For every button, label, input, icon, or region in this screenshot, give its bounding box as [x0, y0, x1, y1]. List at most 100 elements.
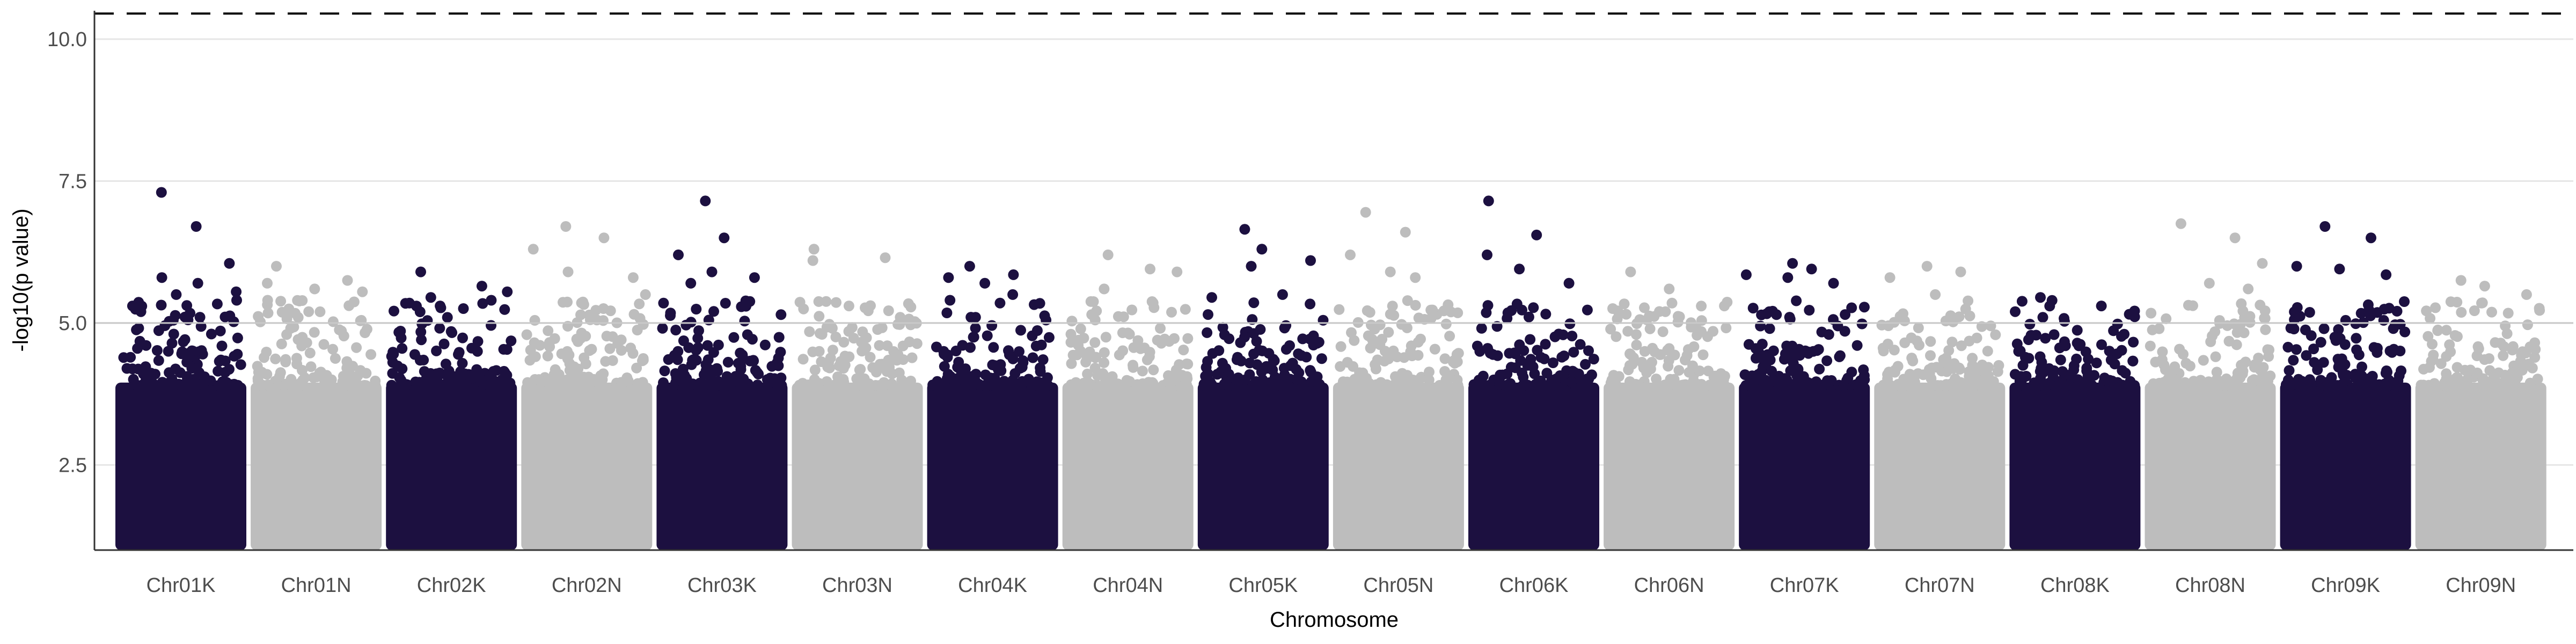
snp-peak-point	[1008, 269, 1019, 280]
snp-point	[1318, 314, 1329, 326]
snp-point	[1114, 349, 1125, 361]
snp-point	[1221, 379, 1232, 390]
x-tick-label: Chr02N	[552, 574, 622, 597]
snp-point	[1202, 327, 1213, 338]
snp-point	[467, 372, 478, 384]
snp-point	[1406, 340, 1417, 352]
snp-peak-point	[880, 252, 891, 264]
snp-point	[221, 377, 232, 388]
snp-peak-point	[700, 195, 711, 207]
snp-point	[1943, 345, 1955, 356]
snp-point	[865, 352, 876, 363]
snp-point	[2426, 380, 2438, 391]
snp-point	[1468, 379, 1480, 390]
snp-point	[2184, 361, 2196, 372]
chromosome-band	[1333, 382, 1464, 550]
snp-point	[1364, 307, 1375, 318]
snp-point	[564, 365, 575, 376]
snp-point	[2500, 320, 2511, 332]
snp-point	[2259, 313, 2271, 324]
snp-point	[1137, 365, 1148, 377]
chromosome-points	[1065, 249, 1194, 391]
snp-point	[702, 340, 713, 351]
snp-point	[1080, 356, 1092, 368]
snp-point	[691, 345, 702, 356]
snp-point	[1066, 358, 1077, 369]
snp-point	[1410, 299, 1421, 311]
snp-point	[578, 299, 589, 310]
snp-peak-point	[1921, 261, 1933, 272]
snp-point	[1439, 353, 1451, 364]
snp-point	[1956, 340, 1967, 352]
snp-point	[2441, 325, 2452, 336]
snp-point	[1088, 296, 1099, 307]
snp-point	[1553, 328, 1564, 340]
snp-peak-point	[476, 281, 487, 292]
snp-point	[416, 334, 427, 346]
snp-peak-point	[1239, 224, 1250, 235]
snp-point	[506, 335, 517, 347]
snp-point	[1528, 302, 1539, 313]
snp-point	[1751, 353, 1761, 364]
snp-peak-point	[2096, 301, 2107, 312]
snp-point	[1878, 346, 1889, 356]
snp-point	[970, 323, 981, 334]
snp-point	[529, 314, 540, 326]
snp-point	[2145, 340, 2156, 352]
snp-point	[327, 316, 339, 327]
snp-point	[1255, 324, 1266, 335]
snp-point	[1452, 375, 1463, 385]
snp-point	[905, 376, 916, 386]
snp-point	[797, 354, 809, 365]
snp-point	[1124, 376, 1135, 387]
snp-point	[2109, 358, 2120, 370]
snp-point	[1148, 364, 1159, 376]
y-tick-label: 5.0	[58, 312, 87, 335]
x-tick-label: Chr01N	[281, 574, 352, 597]
snp-point	[1070, 377, 1081, 388]
snp-point	[2257, 363, 2268, 374]
snp-point	[1235, 337, 1246, 348]
snp-point	[296, 340, 308, 352]
snp-point	[2498, 350, 2509, 361]
snp-point	[960, 363, 971, 375]
snp-point	[813, 378, 824, 389]
snp-point	[1855, 380, 1866, 391]
snp-point	[1247, 314, 1258, 325]
snp-point	[1401, 322, 1413, 333]
snp-point	[1254, 345, 1265, 356]
snp-point	[453, 349, 464, 360]
x-tick-label: Chr04N	[1093, 574, 1163, 597]
snp-point	[1694, 365, 1705, 376]
snp-point	[2498, 341, 2509, 352]
x-tick-label: Chr07N	[1905, 574, 1975, 597]
snp-point	[1582, 304, 1593, 316]
snp-point	[2491, 379, 2502, 391]
snp-point	[1953, 311, 1965, 323]
threshold-lines	[94, 12, 2573, 324]
snp-point	[982, 330, 993, 341]
snp-peak-point	[598, 232, 610, 244]
snp-point	[685, 317, 697, 328]
snp-point	[1514, 339, 1525, 350]
snp-peak-point	[1099, 283, 1110, 295]
snp-point	[1663, 361, 1674, 372]
snp-point	[759, 339, 771, 350]
snp-point	[848, 333, 859, 344]
snp-point	[2016, 296, 2028, 307]
snp-point	[1163, 370, 1174, 381]
snp-peak-point	[1930, 289, 1941, 300]
chromosome-band	[927, 382, 1058, 550]
snp-point	[1925, 336, 1936, 347]
snp-point	[1611, 331, 1622, 342]
snp-point	[1781, 375, 1792, 386]
snp-peak-point	[1828, 277, 1839, 289]
snp-point	[232, 332, 243, 343]
snp-point	[1139, 342, 1150, 354]
snp-point	[1622, 326, 1634, 337]
snp-point	[2047, 371, 2059, 382]
snp-point	[1370, 359, 1381, 370]
snp-point	[658, 377, 669, 389]
snp-point	[931, 341, 942, 353]
snp-point	[1092, 370, 1103, 381]
